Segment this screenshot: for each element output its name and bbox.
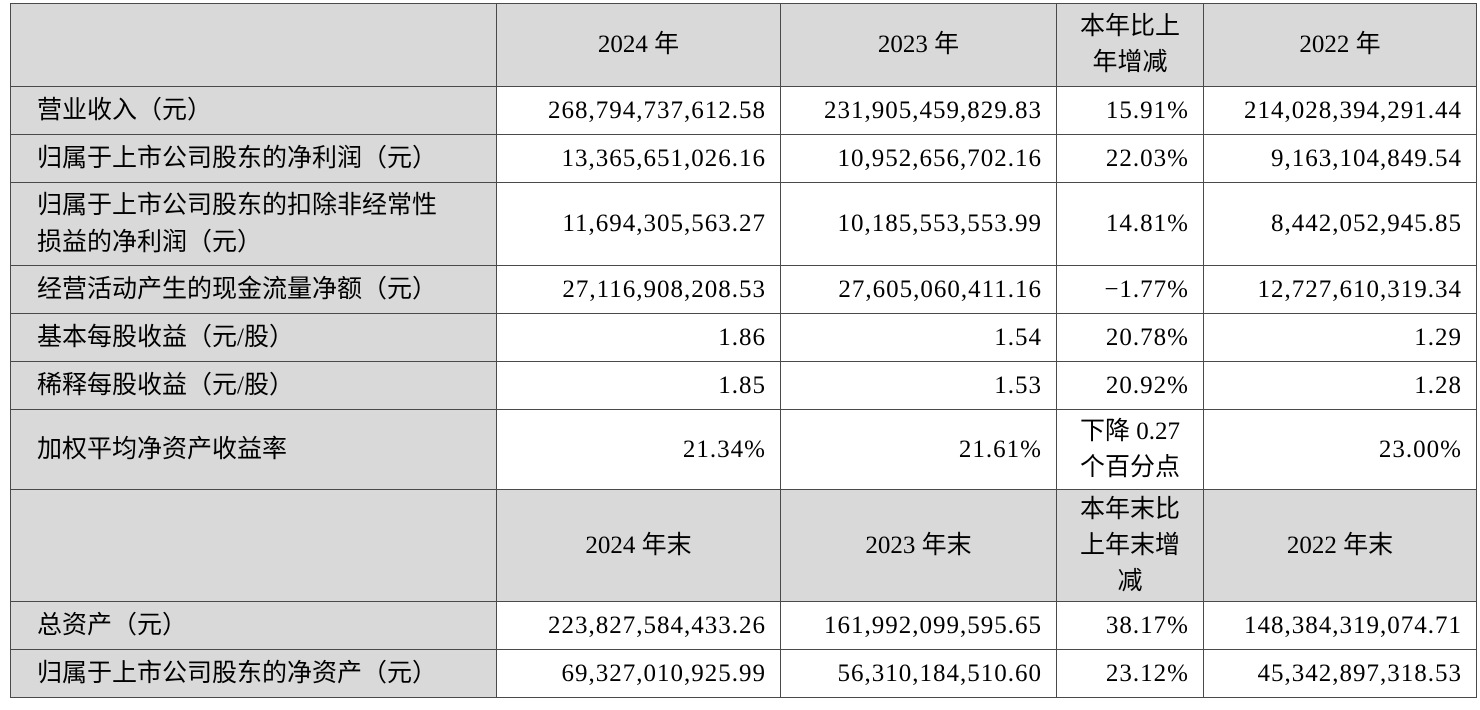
value-cell: 23.12% (1056, 649, 1204, 698)
value-cell: 8,442,052,945.85 (1203, 182, 1477, 266)
financial-table-body: 2024 年 2023 年本年比上 年增减 2022 年营业收入（元） 268,794… (10, 3, 1477, 698)
value-cell: 14.81% (1056, 182, 1204, 266)
value-cell: 21.61% (780, 409, 1057, 490)
value-cell: 38.17% (1056, 601, 1204, 650)
row-label-cell: 归属于上市公司股东的净利润（元） (10, 134, 497, 183)
value-cell: 10,952,656,702.16 (780, 134, 1057, 183)
table-row: 稀释每股收益（元/股） 1.85 1.53 20.92% 1.28 (10, 361, 1477, 410)
value-cell: 148,384,319,074.71 (1203, 601, 1477, 650)
table-row: 归属于上市公司股东的扣除非经常性 损益的净利润（元） 11,694,305,563… (10, 182, 1477, 266)
header-corner-cell (10, 3, 497, 87)
header-cell: 2023 年 (780, 3, 1057, 87)
financial-summary-table: 2024 年 2023 年本年比上 年增减 2022 年营业收入（元） 268,794… (10, 3, 1477, 698)
row-label-cell: 基本每股收益（元/股） (10, 313, 497, 362)
row-label-cell: 加权平均净资产收益率 (10, 409, 497, 490)
value-cell: 223,827,584,433.26 (496, 601, 781, 650)
table-row: 总资产（元） 223,827,584,433.26 161,992,099,595.… (10, 601, 1477, 650)
header-row: 2024 年末 2023 年末 本年末比 上年末增 减 2022 年末 (10, 489, 1477, 602)
header-corner-cell (10, 489, 497, 602)
value-cell: 1.85 (496, 361, 781, 410)
value-cell: 12,727,610,319.34 (1203, 265, 1477, 314)
value-cell: 22.03% (1056, 134, 1204, 183)
value-cell: 10,185,553,553.99 (780, 182, 1057, 266)
table-row: 营业收入（元） 268,794,737,612.58 231,905,459,829… (10, 86, 1477, 135)
value-cell: 1.28 (1203, 361, 1477, 410)
row-label-cell: 稀释每股收益（元/股） (10, 361, 497, 410)
value-cell: 21.34% (496, 409, 781, 490)
value-cell: 27,116,908,208.53 (496, 265, 781, 314)
header-cell: 2022 年 (1203, 3, 1477, 87)
table-row: 加权平均净资产收益率 21.34% 21.61% 下降 0.27 个百分点 23.00% (10, 409, 1477, 490)
header-cell: 2022 年末 (1203, 489, 1477, 602)
table-row: 归属于上市公司股东的净资产（元） 69,327,010,925.99 56,310,… (10, 649, 1477, 698)
value-cell: 231,905,459,829.83 (780, 86, 1057, 135)
row-label-cell: 归属于上市公司股东的扣除非经常性 损益的净利润（元） (10, 182, 497, 266)
value-cell: 69,327,010,925.99 (496, 649, 781, 698)
row-label-cell: 营业收入（元） (10, 86, 497, 135)
row-label-cell: 归属于上市公司股东的净资产（元） (10, 649, 497, 698)
value-cell: 23.00% (1203, 409, 1477, 490)
header-cell: 2023 年末 (780, 489, 1057, 602)
value-cell: 15.91% (1056, 86, 1204, 135)
value-cell: 1.86 (496, 313, 781, 362)
value-cell: 268,794,737,612.58 (496, 86, 781, 135)
header-cell: 本年比上 年增减 (1056, 3, 1204, 87)
value-cell: 13,365,651,026.16 (496, 134, 781, 183)
value-cell: 1.29 (1203, 313, 1477, 362)
header-cell: 2024 年 (496, 3, 781, 87)
table-row: 归属于上市公司股东的净利润（元） 13,365,651,026.16 10,952,… (10, 134, 1477, 183)
value-cell: −1.77% (1056, 265, 1204, 314)
value-cell: 214,028,394,291.44 (1203, 86, 1477, 135)
value-cell: 11,694,305,563.27 (496, 182, 781, 266)
header-row: 2024 年 2023 年本年比上 年增减 2022 年 (10, 3, 1477, 87)
value-cell: 20.92% (1056, 361, 1204, 410)
value-cell: 20.78% (1056, 313, 1204, 362)
header-cell: 本年末比 上年末增 减 (1056, 489, 1204, 602)
value-cell: 1.54 (780, 313, 1057, 362)
value-cell: 27,605,060,411.16 (780, 265, 1057, 314)
header-cell: 2024 年末 (496, 489, 781, 602)
value-cell: 下降 0.27 个百分点 (1056, 409, 1204, 490)
value-cell: 9,163,104,849.54 (1203, 134, 1477, 183)
value-cell: 56,310,184,510.60 (780, 649, 1057, 698)
row-label-cell: 经营活动产生的现金流量净额（元） (10, 265, 497, 314)
value-cell: 1.53 (780, 361, 1057, 410)
table-row: 经营活动产生的现金流量净额（元） 27,116,908,208.53 27,605,… (10, 265, 1477, 314)
value-cell: 45,342,897,318.53 (1203, 649, 1477, 698)
row-label-cell: 总资产（元） (10, 601, 497, 650)
value-cell: 161,992,099,595.65 (780, 601, 1057, 650)
table-row: 基本每股收益（元/股） 1.86 1.54 20.78% 1.29 (10, 313, 1477, 362)
